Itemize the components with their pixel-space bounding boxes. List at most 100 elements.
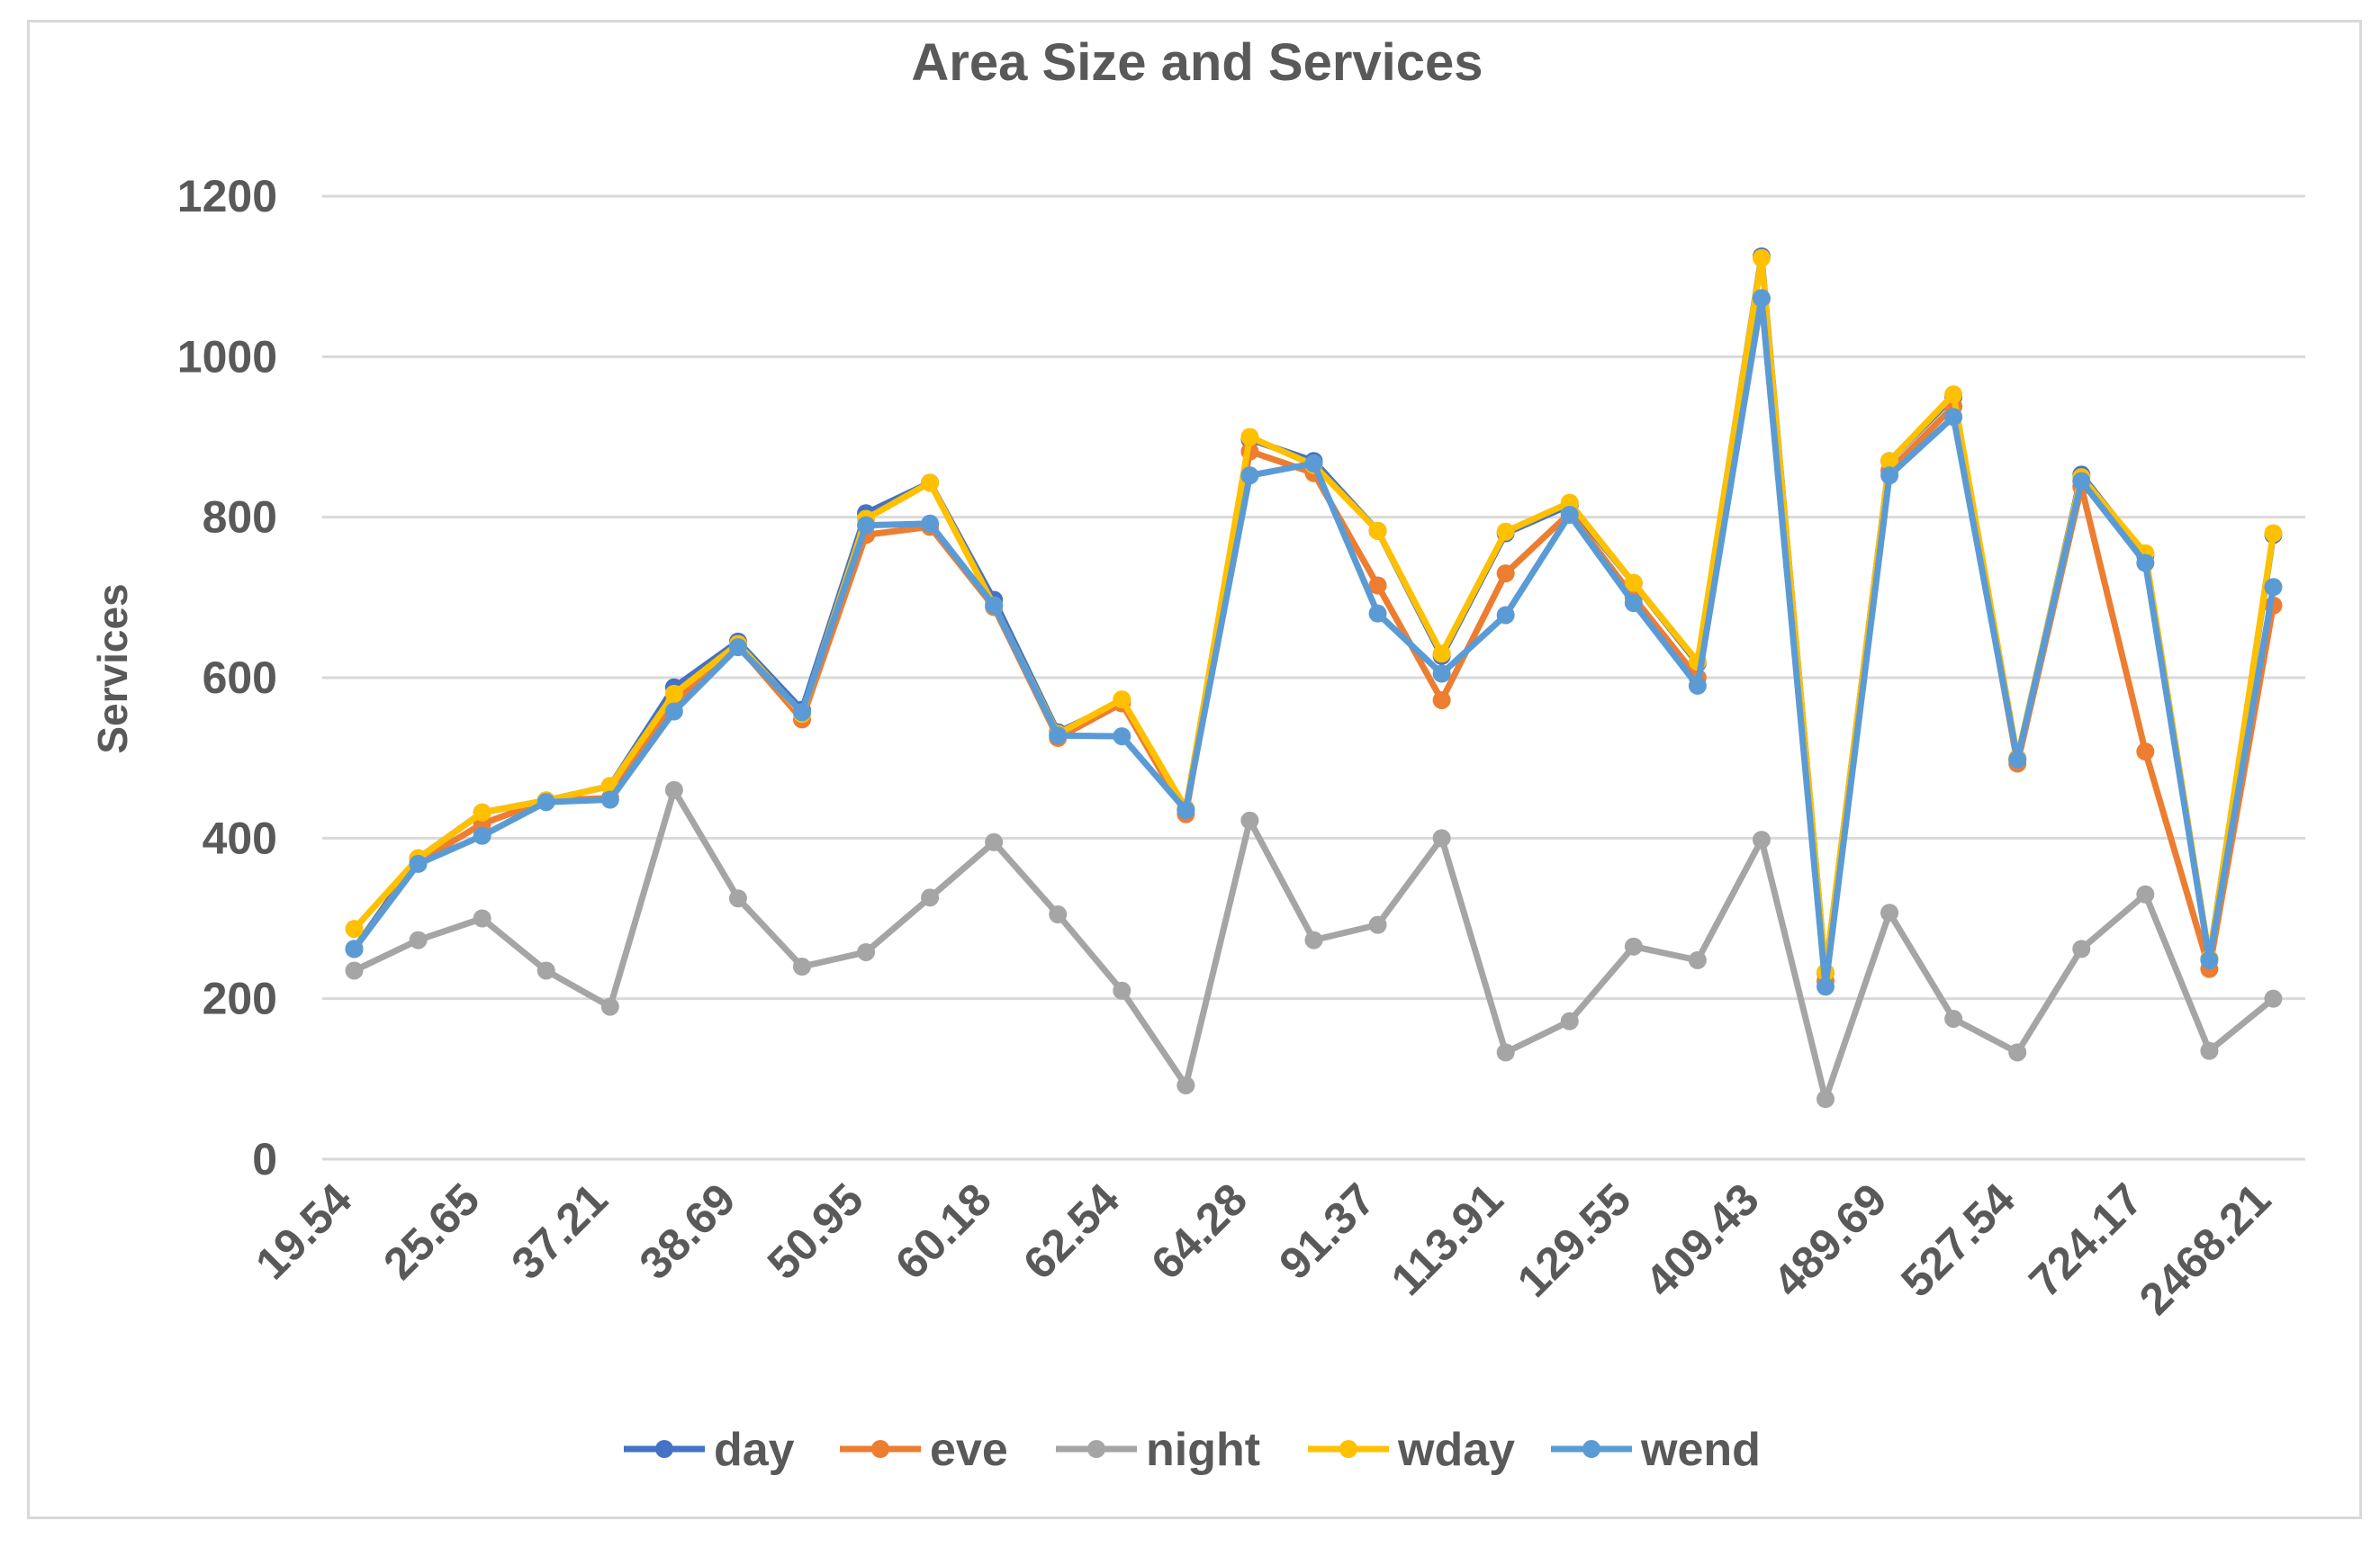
data-point	[1432, 664, 1451, 683]
data-point	[1368, 521, 1387, 540]
data-point	[1113, 690, 1131, 709]
data-point	[1752, 289, 1771, 308]
data-point	[1752, 831, 1771, 850]
x-tick-label: 129.55	[1508, 1174, 1641, 1307]
data-point	[1432, 829, 1451, 848]
legend-item-wend: wend	[1551, 1424, 1761, 1476]
data-point	[664, 684, 683, 703]
data-point	[1880, 904, 1899, 922]
data-point	[792, 958, 811, 976]
legend-swatch-marker	[655, 1440, 673, 1458]
x-tick-label: 489.69	[1763, 1174, 1897, 1307]
data-point	[1496, 522, 1515, 541]
data-point	[1624, 594, 1643, 613]
data-point	[1432, 644, 1451, 663]
data-point	[1496, 564, 1515, 583]
data-point	[2136, 885, 2155, 904]
data-point	[1113, 981, 1131, 1000]
data-point	[1496, 606, 1515, 625]
x-axis-ticks: 19.54 25.65 37.21 38.69 50.95 60.18 62.54 64.28…	[246, 1174, 2280, 1325]
data-point	[792, 703, 811, 722]
y-axis-title: Services	[89, 583, 136, 753]
data-point	[1752, 248, 1771, 267]
data-point	[536, 961, 555, 980]
data-point	[1304, 454, 1323, 472]
legend: day eve night wday wend	[624, 1424, 1761, 1476]
x-tick-label: 91.37	[1269, 1174, 1384, 1289]
chart-title: Area Size and Services	[911, 33, 1483, 92]
series-lines	[345, 247, 2283, 1109]
data-point	[1176, 801, 1195, 820]
data-point	[345, 961, 364, 980]
data-point	[2264, 989, 2283, 1008]
legend-swatch-marker	[1582, 1440, 1600, 1458]
data-point	[2136, 554, 2155, 572]
legend-item-night: night	[1056, 1424, 1260, 1476]
y-tick-label: 600	[203, 652, 277, 703]
data-point	[1944, 385, 1963, 404]
data-point	[2072, 472, 2091, 490]
data-point	[1817, 977, 1835, 996]
y-tick-label: 0	[252, 1134, 277, 1184]
x-tick-label: 113.91	[1382, 1174, 1513, 1305]
data-point	[921, 888, 940, 907]
data-point	[2264, 524, 2283, 543]
data-point	[1944, 408, 1963, 427]
data-point	[536, 793, 555, 812]
data-point	[2200, 1041, 2219, 1060]
data-point	[1880, 452, 1899, 471]
data-point	[600, 790, 619, 809]
data-point	[1817, 1090, 1835, 1109]
x-tick-label: 60.18	[886, 1174, 1001, 1289]
series-line-wend	[351, 294, 2276, 990]
data-point	[2072, 940, 2091, 958]
data-point	[1304, 931, 1323, 950]
x-tick-label: 25.65	[374, 1174, 489, 1289]
data-point	[985, 596, 1004, 615]
data-point	[2136, 742, 2155, 761]
data-point	[1049, 905, 1068, 924]
legend-swatch-marker	[1339, 1440, 1357, 1458]
x-tick-label: 2468.21	[2130, 1174, 2280, 1324]
legend-label: eve	[930, 1424, 1008, 1476]
y-tick-label: 1200	[177, 171, 277, 221]
data-point	[1880, 466, 1899, 485]
data-point	[1240, 811, 1259, 830]
chart-frame: Area Size and Services Services 0 200 400 6…	[27, 20, 2362, 1519]
data-point	[2264, 578, 2283, 597]
data-point	[409, 931, 428, 950]
data-point	[985, 832, 1004, 851]
legend-label: wend	[1640, 1424, 1761, 1476]
data-point	[1688, 676, 1707, 695]
data-point	[1560, 1012, 1579, 1030]
data-point	[1113, 727, 1131, 746]
x-tick-label: 19.54	[246, 1174, 361, 1289]
data-point	[728, 638, 747, 657]
data-point	[664, 702, 683, 721]
series-line-day	[351, 253, 2276, 976]
data-point	[1624, 573, 1643, 592]
data-point	[1560, 505, 1579, 524]
data-point	[600, 997, 619, 1016]
data-point	[345, 940, 364, 958]
data-point	[345, 920, 364, 939]
data-point	[1176, 1076, 1195, 1094]
data-point	[921, 514, 940, 533]
data-point	[1240, 466, 1259, 485]
gridlines	[322, 194, 2305, 1161]
data-point	[473, 803, 491, 822]
data-point	[2200, 950, 2219, 969]
data-point	[857, 942, 876, 961]
data-point	[473, 826, 491, 845]
data-point	[473, 909, 491, 928]
data-point	[921, 473, 940, 492]
legend-label: wday	[1397, 1424, 1515, 1476]
data-point	[1368, 915, 1387, 934]
data-point	[1496, 1043, 1515, 1062]
series-line-wday	[351, 255, 2276, 976]
data-point	[1368, 604, 1387, 623]
data-point	[1432, 690, 1451, 709]
series-wend	[345, 289, 2283, 996]
x-tick-label: 38.69	[630, 1174, 745, 1289]
data-point	[1944, 1009, 1963, 1028]
